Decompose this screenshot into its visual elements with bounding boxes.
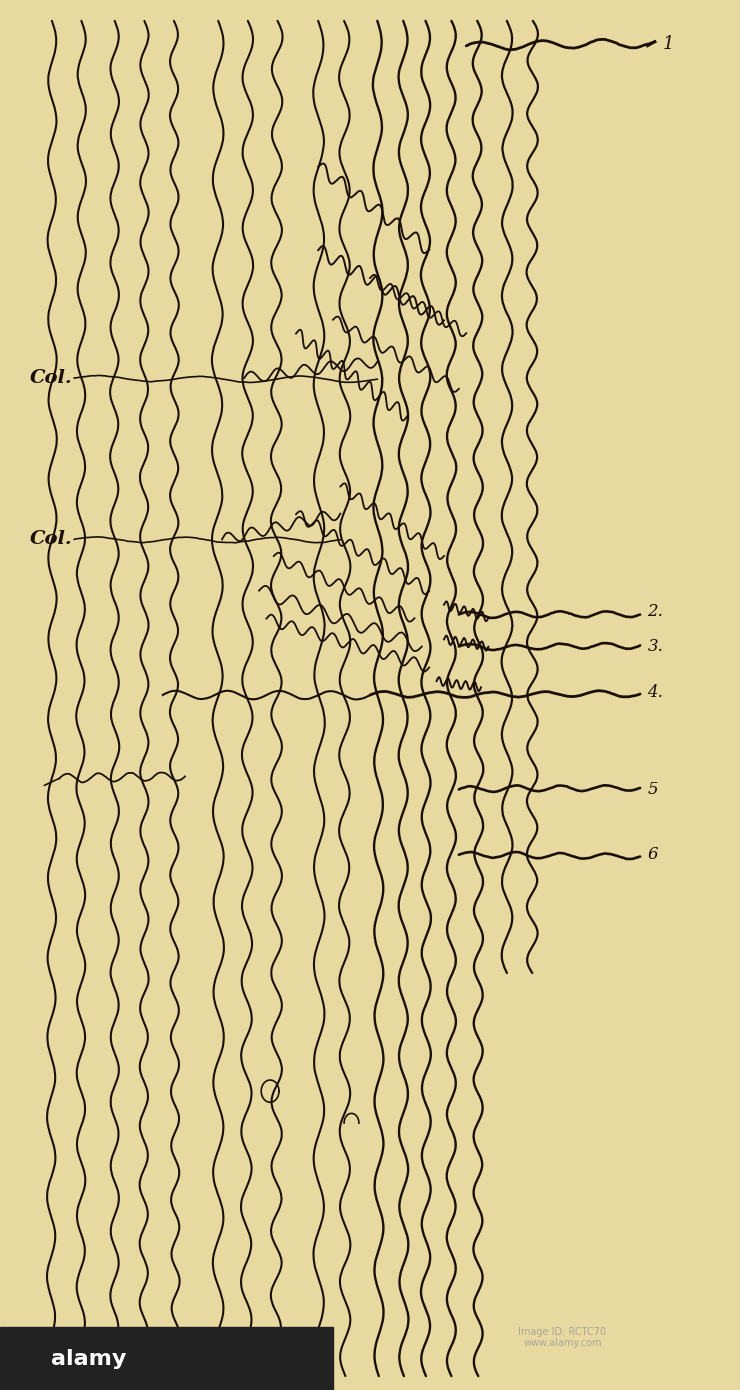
Text: Image ID: RCTC70
www.alamy.com: Image ID: RCTC70 www.alamy.com bbox=[519, 1326, 606, 1348]
Text: 6: 6 bbox=[648, 847, 658, 863]
Text: 3.: 3. bbox=[648, 638, 663, 655]
Text: Col.: Col. bbox=[30, 370, 73, 386]
Text: 5: 5 bbox=[648, 781, 658, 798]
Text: alamy: alamy bbox=[51, 1350, 127, 1369]
Bar bbox=[0, 1327, 333, 1390]
Text: 2.: 2. bbox=[648, 603, 663, 620]
Text: Col.: Col. bbox=[30, 531, 73, 548]
Text: 1: 1 bbox=[662, 36, 674, 53]
Text: 4.: 4. bbox=[648, 684, 663, 701]
